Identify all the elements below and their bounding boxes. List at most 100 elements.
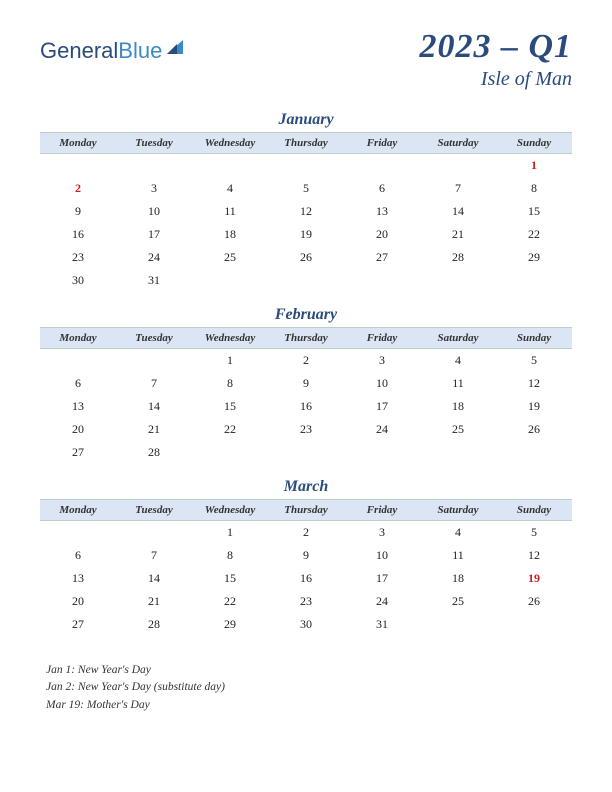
calendar-cell: 2 <box>40 177 116 200</box>
calendar-cell: 13 <box>344 200 420 223</box>
calendar-cell: 12 <box>268 200 344 223</box>
calendar-cell <box>192 154 268 178</box>
day-header: Wednesday <box>192 133 268 154</box>
calendar-cell: 8 <box>496 177 572 200</box>
calendar-cell: 9 <box>40 200 116 223</box>
logo-text-2: Blue <box>118 38 162 64</box>
calendar-cell: 20 <box>40 418 116 441</box>
title-block: 2023 – Q1 Isle of Man <box>419 30 572 91</box>
calendar-cell <box>116 154 192 178</box>
day-header: Sunday <box>496 133 572 154</box>
calendar-cell <box>420 441 496 464</box>
calendar-cell: 11 <box>420 544 496 567</box>
calendar-cell: 28 <box>116 441 192 464</box>
calendar-cell: 31 <box>116 269 192 292</box>
holiday-item: Jan 2: New Year's Day (substitute day) <box>46 679 572 696</box>
calendar-cell: 7 <box>116 544 192 567</box>
calendar-cell: 24 <box>344 590 420 613</box>
calendar-cell: 1 <box>192 521 268 545</box>
calendar-cell: 30 <box>40 269 116 292</box>
calendar-cell: 27 <box>40 613 116 636</box>
region-title: Isle of Man <box>419 68 572 91</box>
calendar-row: 12345 <box>40 521 572 545</box>
day-header: Sunday <box>496 500 572 521</box>
calendar-cell <box>344 154 420 178</box>
calendar-cell: 18 <box>192 223 268 246</box>
day-header: Wednesday <box>192 500 268 521</box>
calendar-container: JanuaryMondayTuesdayWednesdayThursdayFri… <box>40 111 572 636</box>
day-header: Thursday <box>268 133 344 154</box>
day-header: Friday <box>344 133 420 154</box>
calendar-cell: 17 <box>344 567 420 590</box>
calendar-cell <box>344 441 420 464</box>
calendar-cell: 20 <box>40 590 116 613</box>
calendar-cell: 4 <box>192 177 268 200</box>
calendar-cell <box>420 613 496 636</box>
calendar-cell: 18 <box>420 395 496 418</box>
calendar-cell: 5 <box>268 177 344 200</box>
calendar-cell: 23 <box>268 590 344 613</box>
calendar-cell <box>40 349 116 373</box>
holiday-item: Jan 1: New Year's Day <box>46 662 572 679</box>
calendar-cell: 10 <box>344 372 420 395</box>
header: GeneralBlue 2023 – Q1 Isle of Man <box>40 30 572 91</box>
calendar-cell <box>192 441 268 464</box>
calendar-cell <box>268 269 344 292</box>
calendar-cell: 28 <box>420 246 496 269</box>
calendar-cell: 22 <box>192 590 268 613</box>
day-header: Tuesday <box>116 133 192 154</box>
holiday-list: Jan 1: New Year's DayJan 2: New Year's D… <box>40 662 572 714</box>
calendar-cell: 28 <box>116 613 192 636</box>
calendar-cell: 25 <box>420 418 496 441</box>
day-header: Saturday <box>420 133 496 154</box>
calendar-cell: 18 <box>420 567 496 590</box>
month-block: MarchMondayTuesdayWednesdayThursdayFrida… <box>40 478 572 636</box>
calendar-row: 20212223242526 <box>40 418 572 441</box>
day-header: Tuesday <box>116 328 192 349</box>
day-header: Wednesday <box>192 328 268 349</box>
calendar-cell: 13 <box>40 567 116 590</box>
calendar-cell: 16 <box>268 395 344 418</box>
calendar-row: 9101112131415 <box>40 200 572 223</box>
calendar-cell: 8 <box>192 544 268 567</box>
calendar-cell: 12 <box>496 372 572 395</box>
calendar-cell: 11 <box>192 200 268 223</box>
calendar-cell: 4 <box>420 349 496 373</box>
calendar-cell: 5 <box>496 349 572 373</box>
calendar-cell: 17 <box>116 223 192 246</box>
calendar-row: 13141516171819 <box>40 395 572 418</box>
calendar-cell <box>40 521 116 545</box>
logo: GeneralBlue <box>40 38 185 64</box>
day-header: Sunday <box>496 328 572 349</box>
calendar-row: 16171819202122 <box>40 223 572 246</box>
calendar-cell: 5 <box>496 521 572 545</box>
calendar-cell: 3 <box>344 521 420 545</box>
calendar-cell <box>496 269 572 292</box>
calendar-cell: 12 <box>496 544 572 567</box>
calendar-cell <box>192 269 268 292</box>
calendar-cell: 22 <box>496 223 572 246</box>
calendar-cell: 20 <box>344 223 420 246</box>
logo-text-1: General <box>40 38 118 64</box>
calendar-cell: 21 <box>116 590 192 613</box>
calendar-cell: 14 <box>420 200 496 223</box>
calendar-cell: 22 <box>192 418 268 441</box>
calendar-cell <box>420 269 496 292</box>
calendar-cell: 13 <box>40 395 116 418</box>
calendar-row: 12345 <box>40 349 572 373</box>
day-header: Thursday <box>268 328 344 349</box>
calendar-cell: 24 <box>116 246 192 269</box>
calendar-cell: 29 <box>496 246 572 269</box>
calendar-cell: 24 <box>344 418 420 441</box>
calendar-cell: 31 <box>344 613 420 636</box>
calendar-cell: 29 <box>192 613 268 636</box>
calendar-row: 6789101112 <box>40 544 572 567</box>
calendar-cell: 23 <box>40 246 116 269</box>
calendar-row: 3031 <box>40 269 572 292</box>
calendar-row: 2728293031 <box>40 613 572 636</box>
calendar-cell: 16 <box>268 567 344 590</box>
day-header: Tuesday <box>116 500 192 521</box>
logo-icon <box>165 36 185 62</box>
quarter-title: 2023 – Q1 <box>419 30 572 64</box>
calendar-cell <box>420 154 496 178</box>
